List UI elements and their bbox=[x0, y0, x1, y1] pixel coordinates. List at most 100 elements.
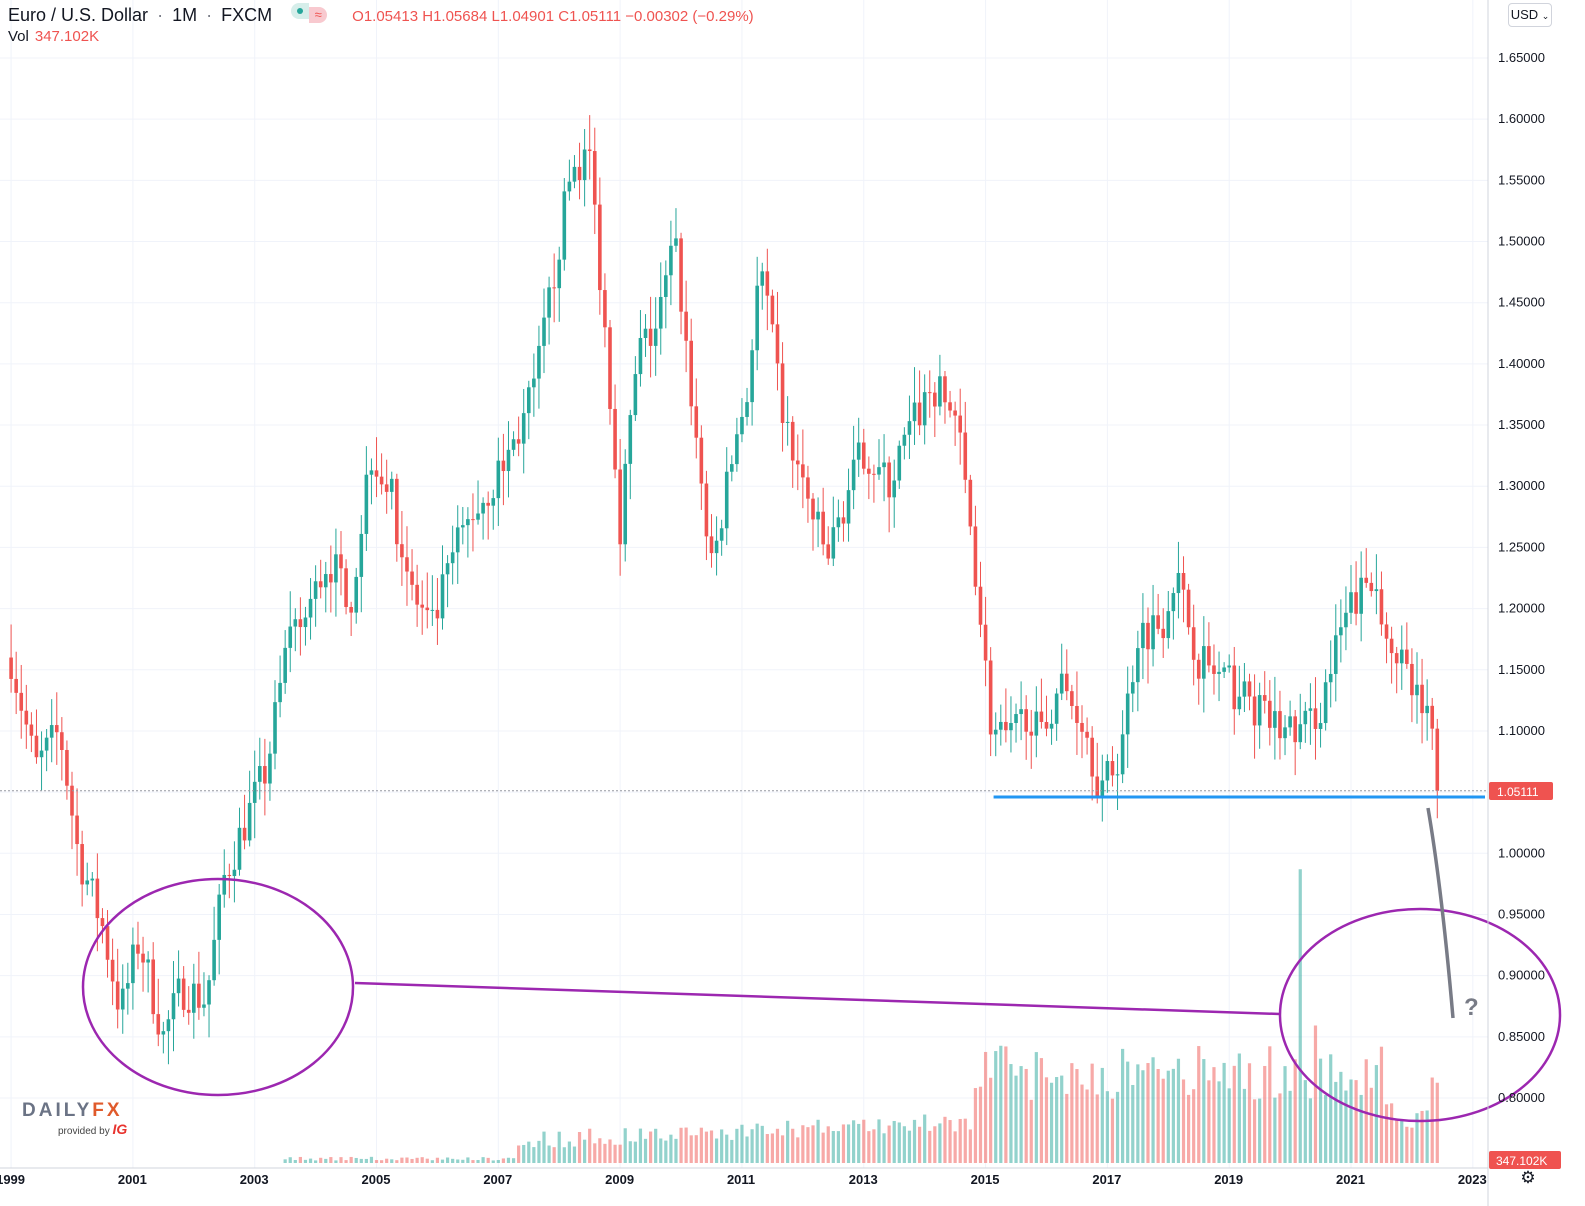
candle-body bbox=[689, 340, 694, 407]
candle bbox=[963, 401, 968, 494]
volume-bar bbox=[760, 1125, 764, 1163]
candle-body bbox=[131, 944, 135, 984]
candle bbox=[1039, 678, 1044, 729]
candle bbox=[999, 704, 1003, 746]
volume-bar bbox=[714, 1138, 719, 1163]
candle-body bbox=[283, 647, 287, 683]
candle bbox=[1196, 653, 1201, 705]
candle-body bbox=[1191, 627, 1196, 660]
candle bbox=[471, 493, 475, 552]
candle bbox=[775, 291, 780, 391]
candle bbox=[1125, 666, 1130, 768]
candle bbox=[938, 354, 942, 416]
candle-body bbox=[29, 724, 34, 736]
candle bbox=[496, 437, 501, 526]
candle bbox=[730, 455, 734, 482]
candle-body bbox=[623, 463, 628, 545]
candle bbox=[542, 288, 546, 374]
candle-body bbox=[425, 607, 430, 611]
volume-bar bbox=[1268, 1046, 1272, 1163]
candle-body bbox=[694, 406, 699, 438]
candle bbox=[719, 519, 724, 556]
volume-bar bbox=[633, 1141, 637, 1163]
candle bbox=[882, 434, 886, 502]
volume-bar bbox=[1024, 1068, 1028, 1163]
volume-bar bbox=[994, 1051, 998, 1163]
volume-bar bbox=[547, 1145, 551, 1163]
candle-body bbox=[1070, 691, 1074, 706]
candle bbox=[526, 380, 531, 440]
volume-bar bbox=[354, 1157, 358, 1163]
gear-icon[interactable]: ⚙ bbox=[1520, 1168, 1536, 1187]
candle-body bbox=[506, 449, 511, 472]
volume-bar bbox=[897, 1122, 901, 1163]
volume-bar bbox=[572, 1146, 577, 1163]
candle bbox=[186, 986, 191, 1025]
volume-bar bbox=[750, 1129, 754, 1163]
volume-bar bbox=[451, 1158, 455, 1163]
candle-body bbox=[567, 181, 572, 192]
volume-bar bbox=[669, 1134, 673, 1163]
candle-body bbox=[486, 502, 490, 506]
candle bbox=[80, 830, 84, 907]
candle-body bbox=[628, 415, 633, 464]
candle bbox=[917, 370, 922, 436]
volume-bar bbox=[704, 1131, 709, 1163]
candle bbox=[684, 280, 688, 373]
candle-body bbox=[704, 483, 709, 537]
candle-body bbox=[1379, 589, 1384, 625]
market-open-icon bbox=[291, 3, 310, 19]
volume-bar bbox=[821, 1132, 825, 1163]
candle bbox=[176, 950, 181, 1007]
price-tick-label: 1.55000 bbox=[1498, 172, 1545, 187]
candle-body bbox=[120, 988, 125, 1010]
candle-body bbox=[877, 467, 881, 475]
volume-bar bbox=[1207, 1080, 1211, 1163]
svg-text:347.102K: 347.102K bbox=[1496, 1154, 1547, 1168]
volume-bar bbox=[598, 1138, 602, 1163]
symbol-title[interactable]: Euro / U.S. Dollar bbox=[8, 5, 149, 25]
candle bbox=[821, 487, 825, 556]
candle-body bbox=[501, 460, 506, 472]
candle bbox=[836, 499, 841, 542]
currency-button[interactable]: USD ⌄ bbox=[1508, 3, 1552, 27]
volume-bar bbox=[1425, 1110, 1429, 1163]
candle bbox=[826, 526, 831, 565]
candle-body bbox=[633, 374, 638, 416]
candle-body bbox=[1415, 684, 1419, 696]
candle bbox=[1064, 649, 1069, 701]
candle-body bbox=[293, 619, 298, 627]
candle bbox=[1237, 665, 1242, 716]
candle-body bbox=[613, 408, 617, 470]
candle-body bbox=[181, 978, 186, 1010]
volume-bar bbox=[1070, 1063, 1074, 1163]
candle-body bbox=[1242, 681, 1247, 697]
candle bbox=[887, 456, 891, 533]
volume-bar bbox=[1055, 1077, 1059, 1163]
candle bbox=[567, 159, 572, 201]
candle-body bbox=[440, 574, 445, 619]
volume-bar bbox=[618, 1144, 622, 1163]
candle bbox=[415, 564, 419, 627]
price-tick-label: 1.00000 bbox=[1498, 845, 1545, 860]
candle bbox=[425, 572, 430, 629]
candle-body bbox=[318, 581, 323, 588]
market-status-badge[interactable]: ≈ bbox=[291, 3, 328, 24]
candle bbox=[943, 370, 947, 424]
volume-bar bbox=[943, 1116, 947, 1163]
candle-body bbox=[648, 328, 653, 346]
candle bbox=[714, 516, 719, 576]
candle-body bbox=[1207, 646, 1211, 666]
candle-body bbox=[1425, 705, 1429, 714]
candle bbox=[973, 505, 978, 596]
candle bbox=[440, 545, 445, 630]
candle bbox=[374, 437, 379, 498]
volume-bar bbox=[303, 1159, 308, 1163]
volume-bar bbox=[1364, 1059, 1368, 1163]
interval-label[interactable]: 1M bbox=[172, 5, 198, 25]
volume-bar bbox=[1334, 1081, 1338, 1163]
candle bbox=[90, 872, 95, 897]
candle bbox=[445, 555, 450, 608]
volume-bar bbox=[1217, 1081, 1221, 1163]
